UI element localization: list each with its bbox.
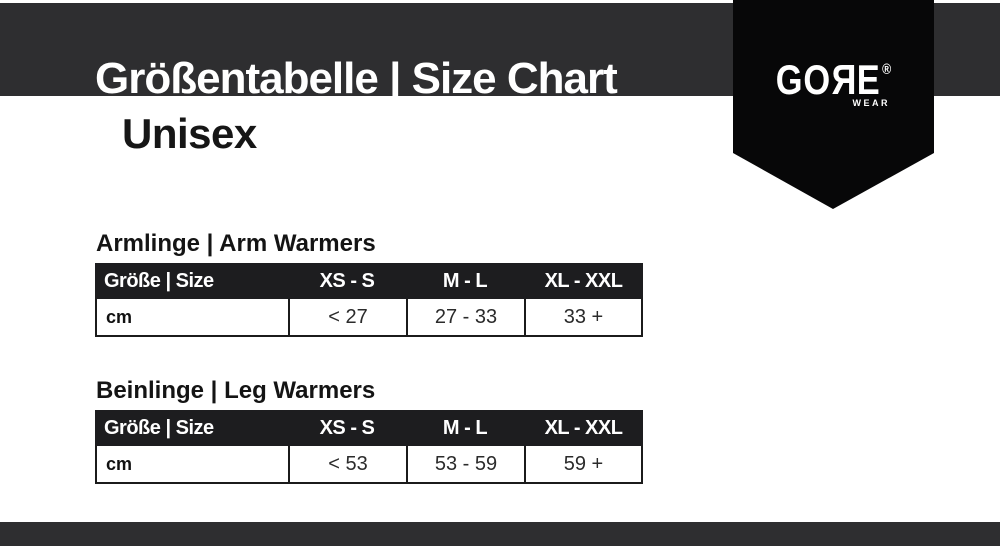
leg-warmers-table: Größe | Size XS - S M - L XL - XXL cm < … — [95, 410, 643, 484]
page-subtitle: Unisex — [122, 110, 257, 157]
row-label-cell: cm — [106, 453, 133, 474]
header-cell-xs-s: XS - S — [319, 416, 375, 439]
logo-mirrored-r: R — [831, 56, 857, 103]
value-cell: 33 + — [524, 299, 641, 335]
header-cell-xs-s: XS - S — [319, 269, 375, 292]
row-label-cell: cm — [106, 306, 133, 327]
header-cell-xl-xxl: XL - XXL — [544, 416, 623, 439]
header-cell-m-l: M - L — [442, 416, 488, 439]
section-heading-arm-warmers: Armlinge | Arm Warmers — [96, 230, 376, 257]
table-row: cm < 27 27 - 33 33 + — [95, 299, 643, 337]
brand-banner: GORE ® WEAR — [733, 0, 934, 153]
value-cell: < 53 — [288, 446, 406, 482]
table-header-row: Größe | Size XS - S M - L XL - XXL — [95, 410, 643, 446]
value-cell: 27 - 33 — [406, 299, 524, 335]
value-cell: 59 + — [524, 446, 641, 482]
footer-bar — [0, 522, 1000, 546]
registered-trademark-icon: ® — [882, 61, 892, 78]
logo-go: GO — [775, 56, 832, 103]
value-cell: 53 - 59 — [406, 446, 524, 482]
gore-logo: GORE ® — [751, 56, 916, 103]
header-cell-size: Größe | Size — [104, 416, 214, 439]
gore-wear-label: WEAR — [852, 98, 890, 108]
table-row: cm < 53 53 - 59 59 + — [95, 446, 643, 484]
header-cell-size: Größe | Size — [104, 269, 214, 292]
value-cell: < 27 — [288, 299, 406, 335]
page-title: Größentabelle | Size Chart — [95, 54, 618, 103]
section-heading-leg-warmers: Beinlinge | Leg Warmers — [96, 377, 376, 404]
header-cell-xl-xxl: XL - XXL — [544, 269, 623, 292]
header-cell-m-l: M - L — [442, 269, 488, 292]
table-header-row: Größe | Size XS - S M - L XL - XXL — [95, 263, 643, 299]
brand-banner-point — [733, 153, 934, 209]
logo-e: E — [856, 56, 881, 103]
arm-warmers-table: Größe | Size XS - S M - L XL - XXL cm < … — [95, 263, 643, 337]
